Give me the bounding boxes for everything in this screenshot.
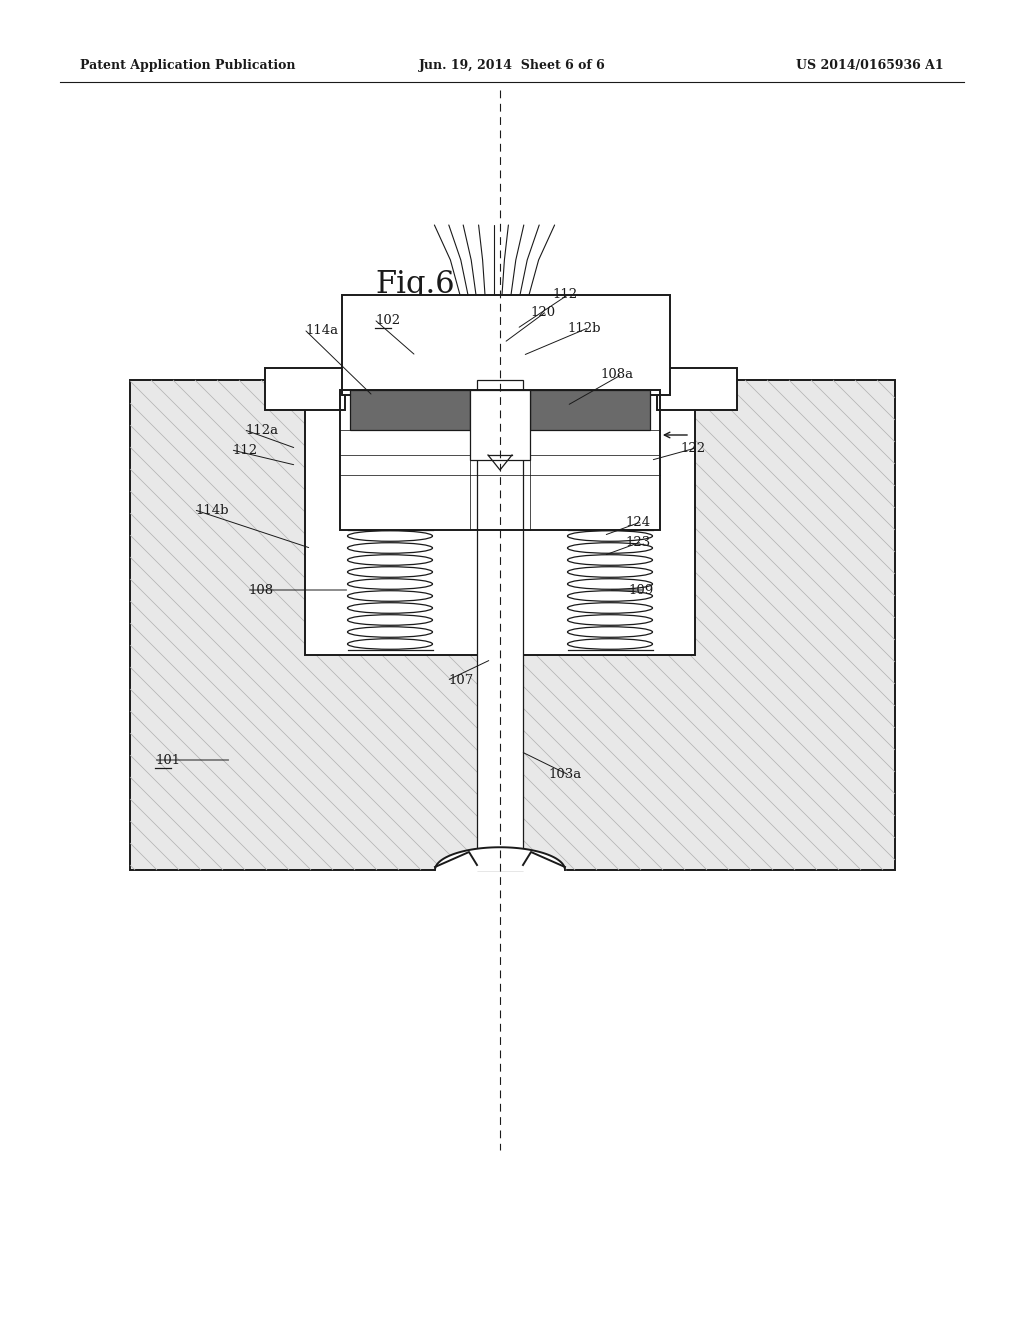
Text: 114b: 114b — [195, 503, 228, 516]
Bar — [657, 368, 737, 411]
Text: 108a: 108a — [600, 368, 633, 381]
Text: Jun. 19, 2014  Sheet 6 of 6: Jun. 19, 2014 Sheet 6 of 6 — [419, 58, 605, 71]
Text: 112: 112 — [552, 289, 578, 301]
Bar — [477, 380, 523, 870]
Text: 112b: 112b — [567, 322, 600, 334]
Bar — [265, 368, 345, 411]
Bar — [530, 389, 650, 430]
Ellipse shape — [347, 603, 432, 614]
Text: 112: 112 — [232, 444, 257, 457]
Ellipse shape — [347, 578, 432, 589]
Ellipse shape — [567, 531, 652, 541]
Bar — [342, 294, 670, 395]
Ellipse shape — [567, 543, 652, 553]
Bar — [305, 389, 695, 655]
Text: 101: 101 — [155, 754, 180, 767]
Ellipse shape — [567, 554, 652, 565]
Text: 109: 109 — [628, 583, 653, 597]
Ellipse shape — [347, 566, 432, 577]
Text: 123: 123 — [625, 536, 650, 549]
Text: 108: 108 — [248, 583, 273, 597]
Ellipse shape — [347, 554, 432, 565]
Bar — [470, 389, 530, 459]
Ellipse shape — [347, 627, 432, 638]
Ellipse shape — [347, 591, 432, 602]
Ellipse shape — [567, 578, 652, 589]
Text: 114a: 114a — [305, 323, 338, 337]
Ellipse shape — [347, 615, 432, 626]
Ellipse shape — [567, 591, 652, 602]
Ellipse shape — [347, 543, 432, 553]
Ellipse shape — [567, 627, 652, 638]
Text: Fig.6: Fig.6 — [375, 269, 455, 301]
Text: 102: 102 — [375, 314, 400, 326]
Text: 112a: 112a — [245, 424, 279, 437]
Ellipse shape — [347, 639, 432, 649]
Ellipse shape — [567, 603, 652, 614]
Text: 107: 107 — [449, 673, 473, 686]
Ellipse shape — [567, 639, 652, 649]
Text: 122: 122 — [680, 441, 706, 454]
Ellipse shape — [347, 531, 432, 541]
Text: 124: 124 — [625, 516, 650, 528]
Text: 120: 120 — [530, 305, 555, 318]
Ellipse shape — [567, 566, 652, 577]
Text: Patent Application Publication: Patent Application Publication — [80, 58, 296, 71]
Bar — [130, 380, 895, 870]
Bar — [340, 389, 660, 531]
Text: US 2014/0165936 A1: US 2014/0165936 A1 — [797, 58, 944, 71]
Ellipse shape — [567, 615, 652, 626]
Text: 103a: 103a — [548, 768, 582, 781]
Bar — [350, 389, 470, 430]
